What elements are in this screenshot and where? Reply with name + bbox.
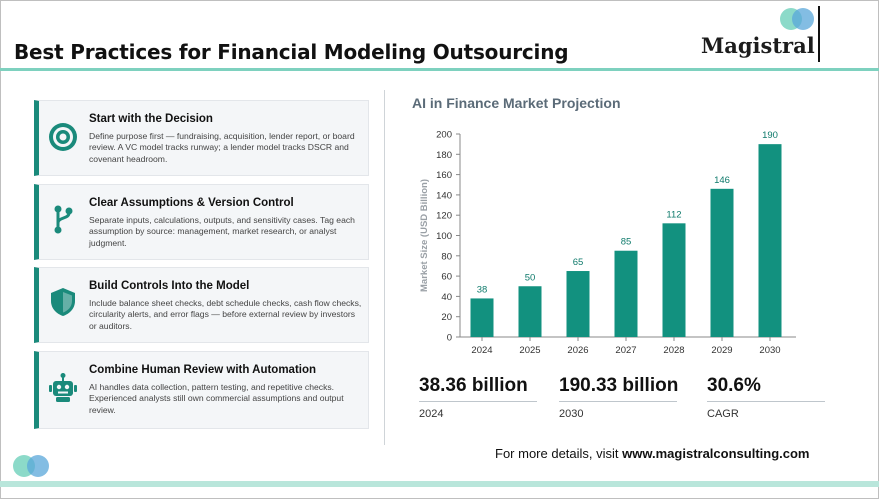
stat-rule	[559, 401, 677, 402]
y-tick-label: 200	[436, 130, 452, 141]
y-tick-label: 120	[436, 211, 452, 222]
y-tick-label: 60	[441, 272, 452, 283]
chart-title: AI in Finance Market Projection	[412, 95, 621, 111]
stat-value: 190.33 billion	[559, 375, 679, 396]
y-tick-label: 20	[441, 312, 452, 323]
footer-logo-mark-icon	[13, 455, 53, 479]
card-heading: Combine Human Review with Automation	[89, 364, 317, 376]
stat-rule	[419, 401, 537, 402]
x-tick-label: 2030	[759, 345, 780, 356]
stat-value: 30.6%	[707, 375, 761, 396]
card-body: Include balance sheet checks, debt sched…	[89, 298, 362, 331]
practice-card-3: Build Controls Into the Model Include ba…	[34, 267, 369, 343]
logo-text: Magistral	[701, 33, 815, 58]
data-label: 50	[525, 272, 536, 283]
x-tick-label: 2027	[615, 345, 636, 356]
y-tick-label: 140	[436, 190, 452, 201]
data-label: 38	[477, 284, 488, 295]
logo-mark-icon	[780, 8, 820, 32]
branch-icon	[54, 205, 73, 234]
data-label: 146	[714, 175, 730, 186]
footer-prefix: For more details, visit	[495, 446, 623, 461]
data-label: 190	[762, 130, 778, 141]
x-tick-label: 2026	[567, 345, 588, 356]
stat-2030: 190.33 billion 2030	[559, 375, 678, 420]
footer-rule	[0, 481, 879, 487]
data-label: 65	[573, 257, 584, 268]
card-heading: Build Controls Into the Model	[89, 280, 250, 292]
y-tick-label: 100	[436, 231, 452, 242]
x-tick-label: 2024	[471, 345, 492, 356]
stat-label: 2030	[559, 408, 584, 420]
bar-2028	[662, 223, 686, 337]
y-tick-label: 0	[447, 333, 452, 344]
practice-card-2: Clear Assumptions & Version Control Sepa…	[34, 184, 369, 260]
card-body: Separate inputs, calculations, outputs, …	[89, 215, 355, 248]
bar-2029	[710, 188, 734, 337]
data-label: 112	[666, 209, 681, 220]
footer-link[interactable]: www.magistralconsulting.com	[622, 446, 810, 461]
bar-2026	[566, 271, 590, 337]
card-body: Define purpose first — fundraising, acqu…	[89, 131, 355, 164]
data-label: 85	[621, 237, 632, 248]
bar-2027	[614, 250, 638, 337]
market-projection-chart: 0 20 40 60 80 100 120 140 160 180 200 Market Size (…	[419, 130, 796, 356]
bar-2025	[518, 286, 542, 337]
robot-icon	[49, 373, 77, 402]
title-underline	[0, 68, 879, 71]
card-body: AI handles data collection, pattern test…	[89, 382, 344, 415]
bar-2024	[470, 298, 494, 337]
footer-text: For more details, visit www.magistralcon…	[495, 446, 809, 461]
card-heading: Start with the Decision	[89, 113, 213, 125]
y-tick-label: 180	[436, 150, 452, 161]
x-tick-label: 2025	[519, 345, 540, 356]
column-divider	[384, 90, 385, 445]
x-tick-label: 2029	[711, 345, 732, 356]
stat-label: 2024	[419, 408, 444, 420]
stat-cagr: 30.6% CAGR	[707, 375, 825, 420]
logo-divider	[818, 6, 820, 62]
card-heading: Clear Assumptions & Version Control	[89, 197, 294, 209]
y-axis-label: Market Size (USD Billion)	[419, 179, 430, 292]
practice-card-4: Combine Human Review with Automation AI …	[34, 351, 369, 429]
stat-value: 38.36 billion	[419, 375, 528, 396]
bar-2030	[758, 144, 782, 337]
y-tick-label: 40	[441, 292, 452, 303]
page-title: Best Practices for Financial Modeling Ou…	[14, 40, 569, 64]
stat-rule	[707, 401, 825, 402]
practice-card-1: Start with the Decision Define purpose f…	[34, 100, 369, 176]
target-icon	[49, 123, 77, 151]
y-tick-label: 80	[441, 251, 452, 262]
y-tick-label: 160	[436, 170, 452, 181]
shield-icon	[51, 288, 75, 316]
x-tick-label: 2028	[663, 345, 684, 356]
stat-label: CAGR	[707, 408, 739, 420]
stat-2024: 38.36 billion 2024	[419, 375, 537, 420]
